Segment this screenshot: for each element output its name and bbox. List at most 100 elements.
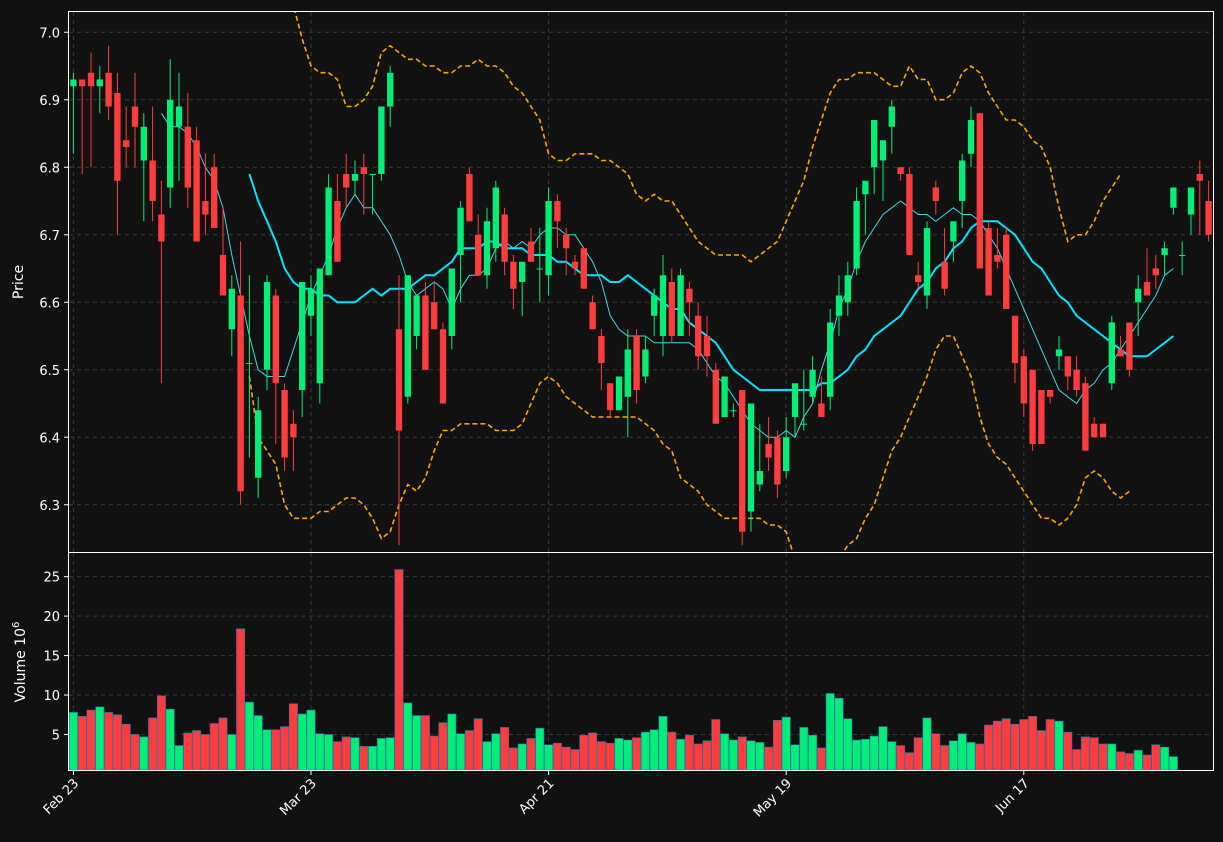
volume-bar	[341, 736, 351, 771]
candle-body	[959, 160, 966, 201]
candle-body	[871, 120, 878, 168]
volume-bar	[1089, 737, 1099, 771]
volume-bar	[535, 727, 545, 771]
candle-body	[431, 302, 438, 330]
volume-bar	[755, 742, 765, 771]
volume-bar	[1019, 719, 1029, 771]
price-y-tick-label: 6.8	[39, 161, 60, 176]
candle-body	[545, 201, 552, 276]
volume-bar	[508, 747, 518, 771]
volume-bar	[447, 713, 457, 771]
candle-body	[219, 255, 227, 296]
volume-bar	[288, 703, 298, 771]
volume-bar	[165, 708, 175, 771]
candle-body	[747, 403, 755, 512]
moving-average-long-line	[248, 173, 1175, 391]
candle-body	[360, 167, 367, 174]
candle-body	[413, 295, 420, 336]
price-candles	[70, 45, 1212, 546]
candle-body	[888, 106, 895, 127]
volume-bar	[552, 742, 562, 771]
volume-bar	[843, 718, 853, 771]
volume-bar	[500, 727, 510, 771]
volume-bar	[324, 734, 334, 771]
volume-bar	[491, 733, 501, 771]
candle-body	[809, 369, 816, 397]
candle-body	[651, 295, 658, 316]
candle-body	[1152, 268, 1159, 276]
volume-bar	[218, 717, 228, 771]
lower-band-line	[248, 335, 1130, 552]
price-y-tick-label: 6.3	[39, 499, 60, 514]
candle-body	[510, 261, 517, 289]
volume-bar	[200, 734, 210, 771]
candle-body	[950, 221, 957, 242]
volume-bar	[957, 733, 967, 771]
volume-bar	[130, 734, 140, 771]
volume-bar	[156, 695, 166, 771]
candle-body	[492, 187, 499, 249]
volume-bar	[394, 569, 404, 771]
volume-bar	[984, 724, 994, 771]
volume-panel-frame	[68, 552, 1214, 771]
candle-body	[1196, 174, 1203, 181]
price-axis-label: Price	[11, 265, 27, 299]
candle-body	[1170, 187, 1177, 208]
volume-bar	[799, 727, 809, 771]
volume-bar	[227, 734, 237, 771]
candle-body	[519, 261, 526, 282]
candle-body	[1003, 234, 1010, 309]
candle-body	[967, 120, 975, 154]
candle-body	[686, 288, 693, 303]
volume-bar	[614, 738, 624, 771]
volume-bar	[1160, 746, 1170, 771]
candle-body	[941, 261, 948, 289]
candle-body	[211, 167, 218, 228]
candle-body	[123, 140, 130, 147]
volume-bar	[1151, 744, 1161, 771]
price-panel: 6.3 6.4 6.5 6.6 6.7 6.8 6.9 7.0 Price	[11, 12, 1213, 552]
candle-body	[395, 329, 403, 431]
candle-body	[712, 369, 719, 424]
volume-bar	[464, 730, 474, 771]
candle-body	[1055, 349, 1063, 357]
candle-body	[915, 275, 922, 282]
candle-body	[483, 221, 491, 276]
volume-bar	[544, 744, 554, 771]
candle-body	[325, 187, 332, 276]
volume-bar	[385, 737, 395, 771]
candle-body	[307, 288, 315, 316]
volume-bar	[1045, 719, 1055, 771]
candle-body	[387, 72, 394, 107]
candle-body	[897, 167, 904, 174]
candle-body	[791, 383, 799, 417]
volume-bar	[684, 734, 694, 771]
price-y-tick-label: 7.0	[39, 26, 60, 41]
candle-body	[501, 214, 508, 262]
candle-body	[1011, 315, 1019, 363]
volume-bar	[1124, 753, 1134, 771]
volume-bar	[332, 741, 342, 771]
candle-body	[633, 336, 640, 390]
candle-body	[404, 275, 411, 397]
volume-bar	[640, 731, 650, 771]
volume-bar	[139, 736, 149, 771]
volume-bar	[1133, 749, 1143, 771]
volume-bar	[420, 715, 430, 771]
price-y-tick-label: 6.9	[39, 94, 60, 109]
volume-y-tick-label: 10	[43, 689, 60, 704]
candle-body	[439, 329, 447, 404]
volume-bar	[1054, 720, 1064, 771]
candle-body	[1082, 383, 1089, 451]
volume-bar	[808, 734, 818, 771]
volume-bar	[473, 718, 483, 771]
volume-bar	[412, 715, 422, 771]
volume-bar	[869, 735, 879, 771]
volume-bar	[693, 743, 703, 771]
volume-y-tick-label: 15	[43, 650, 60, 665]
volume-bar	[174, 745, 184, 771]
volume-bar	[764, 746, 774, 771]
candle-body	[1099, 423, 1107, 438]
volume-bar	[667, 731, 677, 771]
